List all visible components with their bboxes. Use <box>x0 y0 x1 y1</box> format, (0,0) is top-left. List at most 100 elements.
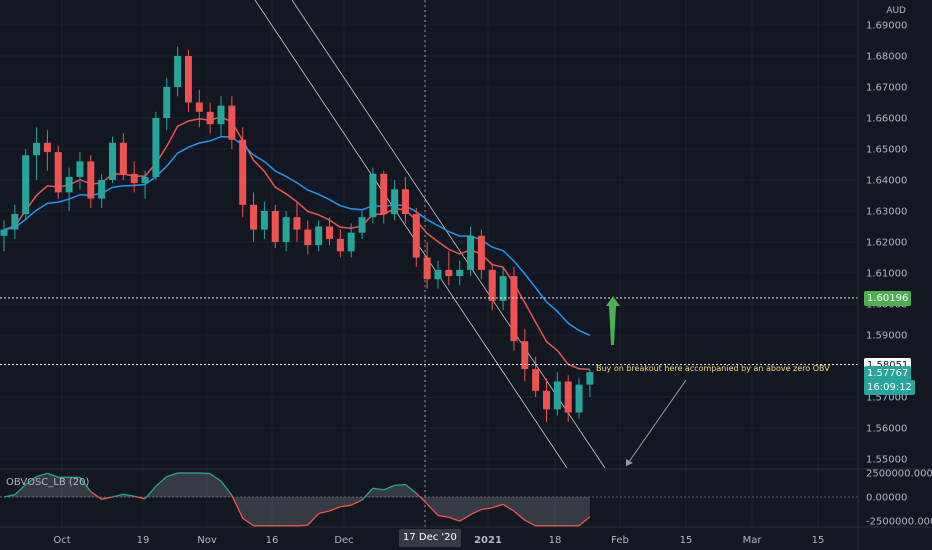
candle-body[interactable] <box>130 173 138 184</box>
candle-body[interactable] <box>11 214 19 230</box>
candle-body[interactable] <box>22 155 30 215</box>
candle-body[interactable] <box>467 235 475 270</box>
candle-body[interactable] <box>477 235 485 270</box>
time-axis[interactable]: Oct 19 Nov 16 Dec 2021 18 Feb 15 Mar 15 <box>0 526 932 546</box>
obv-segment <box>155 476 168 487</box>
candle-body[interactable] <box>326 226 333 239</box>
candle-body[interactable] <box>423 257 431 280</box>
obv-area <box>4 473 590 526</box>
obv-segment <box>426 503 439 516</box>
candle-body[interactable] <box>586 372 594 385</box>
candle-body[interactable] <box>347 232 355 252</box>
price-axis-tick: 1.66000 <box>866 114 907 125</box>
price-axis-tick: 1.56000 <box>866 424 907 435</box>
obv-segment <box>166 472 178 478</box>
obv-segment <box>437 514 449 518</box>
time-axis-tick: Feb <box>611 535 629 546</box>
candle-body[interactable] <box>315 226 323 246</box>
price-axis-tick: 1.68000 <box>866 52 907 63</box>
obv-segment <box>361 487 374 501</box>
obv-segment <box>448 516 460 522</box>
obv-segment <box>383 484 395 491</box>
candle-body[interactable] <box>141 176 149 184</box>
horizontal-levels[interactable] <box>0 297 858 365</box>
candle-body[interactable] <box>564 381 572 413</box>
candle-body[interactable] <box>0 229 8 236</box>
annotation-pointer-head <box>626 459 633 466</box>
candle-body[interactable] <box>521 341 529 370</box>
indicator-axis-tick: -2500000.00000 <box>866 517 932 528</box>
candle-body[interactable] <box>87 161 95 199</box>
candle-body[interactable] <box>119 142 127 174</box>
candle-body[interactable] <box>98 180 106 199</box>
price-axis-tick: 1.63000 <box>866 207 907 218</box>
candle-body[interactable] <box>195 102 203 112</box>
candle-body[interactable] <box>456 269 464 277</box>
time-axis-tick: 2021 <box>474 535 502 546</box>
candle-body[interactable] <box>163 87 171 118</box>
obv-segment <box>90 491 103 500</box>
candle-body[interactable] <box>553 381 561 410</box>
channel-line-lower[interactable] <box>254 0 568 469</box>
candle-body[interactable] <box>260 211 268 230</box>
candle-body[interactable] <box>369 173 377 218</box>
candle-body[interactable] <box>336 238 344 252</box>
trade-annotation[interactable]: Buy on breakout here accompanied by an a… <box>596 364 830 373</box>
obv-segment <box>220 480 233 496</box>
time-axis-tick: 15 <box>680 535 693 546</box>
candle-body[interactable] <box>76 161 84 177</box>
candle-body[interactable] <box>152 118 160 177</box>
candle-body[interactable] <box>54 152 62 193</box>
candle-body[interactable] <box>358 217 366 233</box>
price-axis-tick: 1.62000 <box>866 238 907 249</box>
candle-body[interactable] <box>239 139 247 205</box>
up-arrow-icon[interactable] <box>606 296 620 345</box>
annotation-pointer-line[interactable] <box>625 379 687 467</box>
obv-segment <box>350 499 363 506</box>
candle-body[interactable] <box>499 276 507 301</box>
candle-body[interactable] <box>575 384 583 413</box>
obv-segment <box>492 503 504 509</box>
candle-body[interactable] <box>293 217 301 230</box>
candle-body[interactable] <box>206 111 214 125</box>
obv-segment <box>318 510 330 515</box>
price-axis-tick: 1.65000 <box>866 145 907 156</box>
candle-body[interactable] <box>228 105 236 140</box>
candle-body[interactable] <box>412 214 420 258</box>
candle-body[interactable] <box>184 56 192 103</box>
candle-body[interactable] <box>250 204 258 230</box>
candles-group[interactable] <box>0 46 594 422</box>
candle-body[interactable] <box>65 176 73 193</box>
candle-body[interactable] <box>217 105 225 125</box>
obv-segment <box>242 517 254 527</box>
channel-line-upper[interactable] <box>291 0 606 469</box>
time-axis-tick: Mar <box>743 535 763 546</box>
candle-body[interactable] <box>43 142 51 153</box>
obv-segment <box>79 476 92 493</box>
candle-body[interactable] <box>391 189 399 215</box>
obv-segment <box>134 495 146 500</box>
candle-body[interactable] <box>174 56 182 87</box>
candle-body[interactable] <box>434 269 442 280</box>
candle-body[interactable] <box>271 211 279 242</box>
time-axis-tick: Nov <box>197 535 217 546</box>
candle-body[interactable] <box>532 369 540 391</box>
time-axis-tick: 15 <box>812 535 825 546</box>
candle-body[interactable] <box>510 276 518 342</box>
indicator-title[interactable]: OBVOSC_LB (20) <box>6 477 90 488</box>
candle-body[interactable] <box>445 269 453 277</box>
candle-body[interactable] <box>380 173 388 215</box>
candle-body[interactable] <box>304 229 312 246</box>
time-axis-tick: 18 <box>549 535 562 546</box>
candle-body[interactable] <box>488 269 496 301</box>
crosshair-date-label: 17 Dec '20 <box>399 529 461 547</box>
candle-body[interactable] <box>109 142 116 180</box>
candle-body[interactable] <box>282 217 290 242</box>
candle-body[interactable] <box>543 390 550 410</box>
candle-body[interactable] <box>401 189 409 215</box>
last-price-tag: 1.57767 <box>864 366 912 381</box>
candle-body[interactable] <box>33 142 41 156</box>
trend-channel-lines[interactable] <box>254 0 606 469</box>
obv-oscillator-pane[interactable] <box>0 472 858 527</box>
